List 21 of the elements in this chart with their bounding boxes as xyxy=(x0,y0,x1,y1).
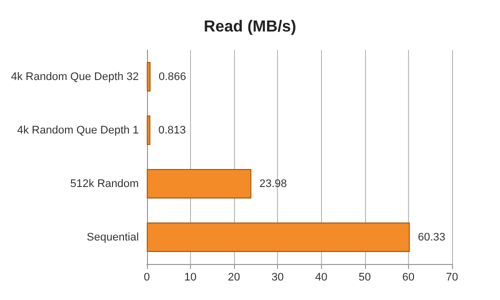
data-label: 23.98 xyxy=(259,178,287,190)
bar xyxy=(146,62,151,92)
bar xyxy=(146,116,150,145)
x-tick-label: 40 xyxy=(315,272,328,284)
data-label: 0.866 xyxy=(158,70,186,83)
y-tick-label: Sequential xyxy=(86,231,139,244)
bar xyxy=(146,169,252,198)
x-tick-label: 20 xyxy=(228,272,240,284)
x-tick-label: 70 xyxy=(446,272,458,284)
y-tick-label: 4k Random Que Depth 1 xyxy=(17,124,139,136)
x-tick-label: 50 xyxy=(358,272,371,284)
x-tick-label: 30 xyxy=(271,272,284,284)
x-tick-label: 10 xyxy=(184,272,197,284)
data-label: 60.33 xyxy=(418,231,446,244)
x-tick-label: 60 xyxy=(402,272,415,284)
bar xyxy=(146,222,410,252)
chart-title: Read (MB/s) xyxy=(204,18,296,36)
y-tick-label: 4k Random Que Depth 32 xyxy=(10,70,139,83)
y-tick-label: 512k Random xyxy=(70,178,139,190)
data-label: 0.813 xyxy=(158,124,186,136)
x-tick-label: 0 xyxy=(144,272,150,284)
